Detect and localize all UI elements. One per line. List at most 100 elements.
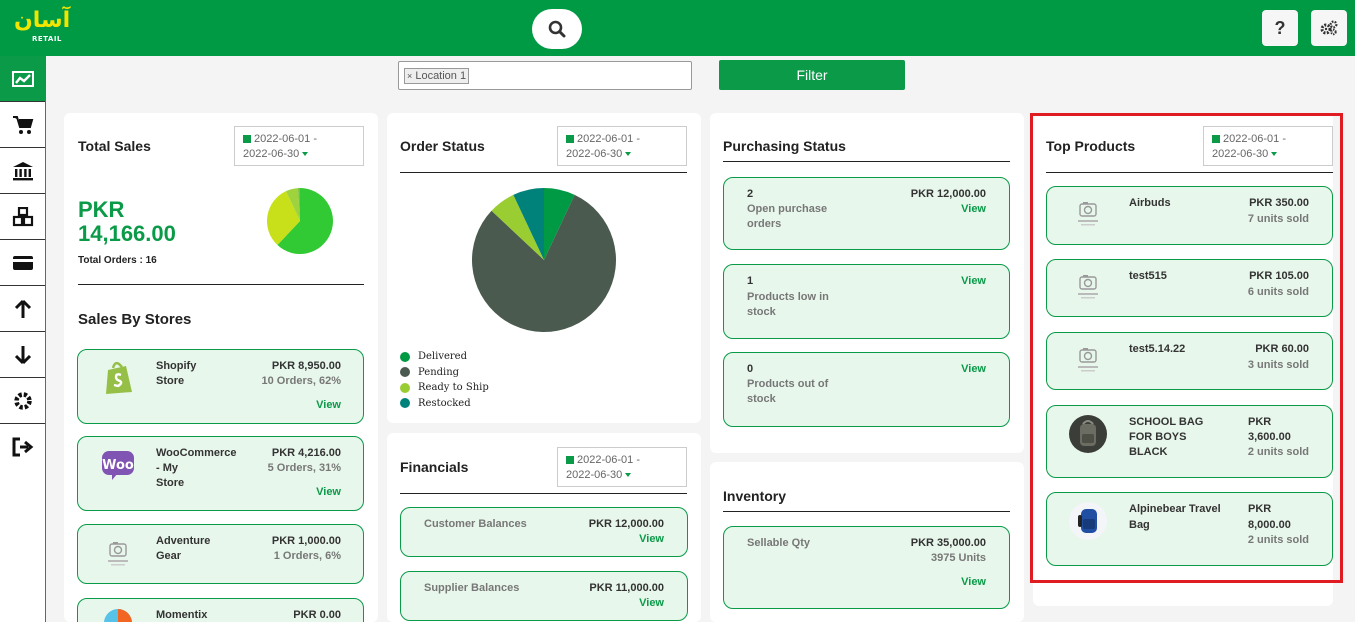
app-logo[interactable]: آسان RETAIL [10, 8, 70, 44]
filter-button[interactable]: Filter [719, 60, 905, 90]
financial-view-link[interactable]: View [639, 533, 664, 545]
settings-cogs-icon [1320, 20, 1338, 36]
search-button[interactable] [532, 9, 582, 49]
divider [400, 172, 687, 173]
total-sales-title: Total Sales [78, 138, 151, 154]
store-name-line: Store [156, 375, 185, 387]
out-of-stock-tile[interactable]: 0 Products out of stock View [723, 352, 1010, 427]
sidebar-item-import[interactable] [0, 332, 45, 378]
dashboard-chart-icon [11, 70, 34, 87]
financial-view-link[interactable]: View [639, 597, 664, 609]
legend-label: Ready to Ship [418, 382, 489, 394]
inventory-units: 3975 Units [930, 552, 986, 564]
store-tile-shopify[interactable]: Shopify Store PKR 8,950.00 10 Orders, 62… [77, 349, 364, 424]
credit-card-icon [12, 255, 33, 270]
store-view-link[interactable]: View [316, 399, 341, 411]
product-price-line: 3,600.00 [1248, 431, 1291, 443]
legend-item: Ready to Ship [400, 380, 489, 396]
sidebar-item-settings[interactable] [0, 378, 45, 424]
divider [1046, 172, 1333, 173]
product-name-line: Alpinebear Travel [1129, 503, 1221, 515]
purchase-view-link[interactable]: View [961, 203, 986, 215]
inventory-view-link[interactable]: View [961, 576, 986, 588]
store-name-line: Shopify [156, 360, 197, 372]
purchase-label-line: stock [747, 393, 776, 405]
legend-swatch [400, 398, 410, 409]
store-name-line: Store [156, 477, 185, 489]
financial-label: Customer Balances [424, 518, 527, 530]
store-name-line: Adventure [156, 535, 211, 547]
sidebar-item-logout[interactable] [0, 424, 45, 470]
sidebar-item-inventory[interactable] [0, 194, 45, 240]
gear-icon [13, 391, 32, 410]
sidebar-item-payments[interactable] [0, 240, 45, 286]
date-line-2: 2022-06-30 [566, 148, 623, 160]
total-sales-pie [267, 188, 333, 254]
pie-slice [297, 188, 300, 221]
total-sales-amount: 14,166.00 [78, 221, 176, 246]
date-line-2: 2022-06-30 [243, 148, 300, 160]
calendar-icon [566, 456, 574, 464]
product-tile[interactable]: test515 PKR 105.00 6 units sold [1046, 259, 1333, 317]
purchase-view-link[interactable]: View [961, 275, 986, 287]
product-price-line: PKR [1248, 416, 1272, 428]
product-tile[interactable]: Alpinebear Travel Bag PKR 8,000.00 2 uni… [1046, 492, 1333, 566]
store-amount: PKR 0.00 [293, 609, 341, 621]
sellable-qty-tile[interactable]: Sellable Qty PKR 35,000.00 3975 Units Vi… [723, 526, 1010, 609]
store-amount: PKR 1,000.00 [271, 535, 341, 547]
low-stock-tile[interactable]: 1 Products low in stock View [723, 264, 1010, 339]
caret-down-icon [625, 473, 632, 477]
open-purchase-orders-tile[interactable]: 2 Open purchase orders PKR 12,000.00 Vie… [723, 177, 1010, 250]
store-tile-adventure-gear[interactable]: Adventure Gear PKR 1,000.00 1 Orders, 6% [77, 524, 364, 584]
legend-item: Pending [400, 365, 489, 381]
legend-swatch [400, 382, 410, 393]
customer-balances-tile[interactable]: Customer Balances PKR 12,000.00 View [400, 507, 688, 557]
svg-text:Woo: Woo [102, 458, 134, 473]
supplier-balances-tile[interactable]: Supplier Balances PKR 11,000.00 View [400, 571, 688, 621]
sidebar-item-dashboard[interactable] [0, 56, 45, 102]
store-tile-momentix[interactable]: Momentix PKR 0.00 [77, 598, 364, 622]
product-price-line: PKR 60.00 [1255, 343, 1309, 355]
location-tag[interactable]: × Location 1 [404, 68, 470, 84]
help-button[interactable]: ? [1262, 10, 1298, 46]
location-tag-label: Location 1 [415, 70, 467, 82]
financial-amount: PKR 11,000.00 [589, 582, 664, 594]
pie-slice [285, 188, 300, 221]
product-price-line: PKR [1248, 503, 1272, 515]
tag-remove-icon[interactable]: × [407, 71, 413, 81]
total-sales-date-range[interactable]: 2022-06-01 - 2022-06-30 [234, 126, 364, 166]
calendar-icon [566, 135, 574, 143]
store-tile-woocommerce[interactable]: Woo WooCommerce - My Store PKR 4,216.00 … [77, 436, 364, 511]
product-tile[interactable]: Airbuds PKR 350.00 7 units sold [1046, 186, 1333, 245]
settings-button[interactable] [1311, 10, 1347, 46]
location-select[interactable]: × Location 1 [398, 61, 692, 90]
bank-icon [12, 161, 33, 180]
store-detail: 1 Orders, 6% [273, 550, 341, 562]
pie-slice [277, 188, 333, 254]
product-tile[interactable]: SCHOOL BAG FOR BOYS BLACK PKR 3,600.00 2… [1046, 405, 1333, 478]
product-tile[interactable]: test5.14.22 PKR 60.00 3 units sold [1046, 332, 1333, 390]
financials-date-range[interactable]: 2022-06-01 - 2022-06-30 [557, 447, 687, 487]
sign-out-icon [12, 437, 33, 457]
momentix-logo-icon [104, 609, 132, 622]
sidebar-item-finance[interactable] [0, 148, 45, 194]
top-products-date-range[interactable]: 2022-06-01 - 2022-06-30 [1203, 126, 1333, 166]
caret-down-icon [1271, 152, 1278, 156]
store-view-link[interactable]: View [316, 486, 341, 498]
purchasing-status-title: Purchasing Status [723, 138, 846, 154]
purchase-amount: PKR 12,000.00 [910, 188, 986, 200]
product-sold: 3 units sold [1247, 359, 1309, 371]
product-name-line: test5.14.22 [1129, 343, 1186, 355]
arrow-up-icon [14, 299, 31, 318]
sales-by-stores-title: Sales By Stores [78, 311, 192, 328]
purchase-count: 2 [747, 188, 754, 200]
sidebar-item-export[interactable] [0, 286, 45, 332]
inventory-amount: PKR 35,000.00 [910, 537, 986, 549]
order-status-date-range[interactable]: 2022-06-01 - 2022-06-30 [557, 126, 687, 166]
arrow-down-icon [14, 345, 31, 364]
purchase-view-link[interactable]: View [961, 363, 986, 375]
order-status-title: Order Status [400, 138, 485, 154]
pie-slice [544, 188, 575, 260]
inventory-card: Inventory Sellable Qty PKR 35,000.00 397… [710, 462, 1024, 622]
sidebar-item-sales[interactable] [0, 102, 45, 148]
